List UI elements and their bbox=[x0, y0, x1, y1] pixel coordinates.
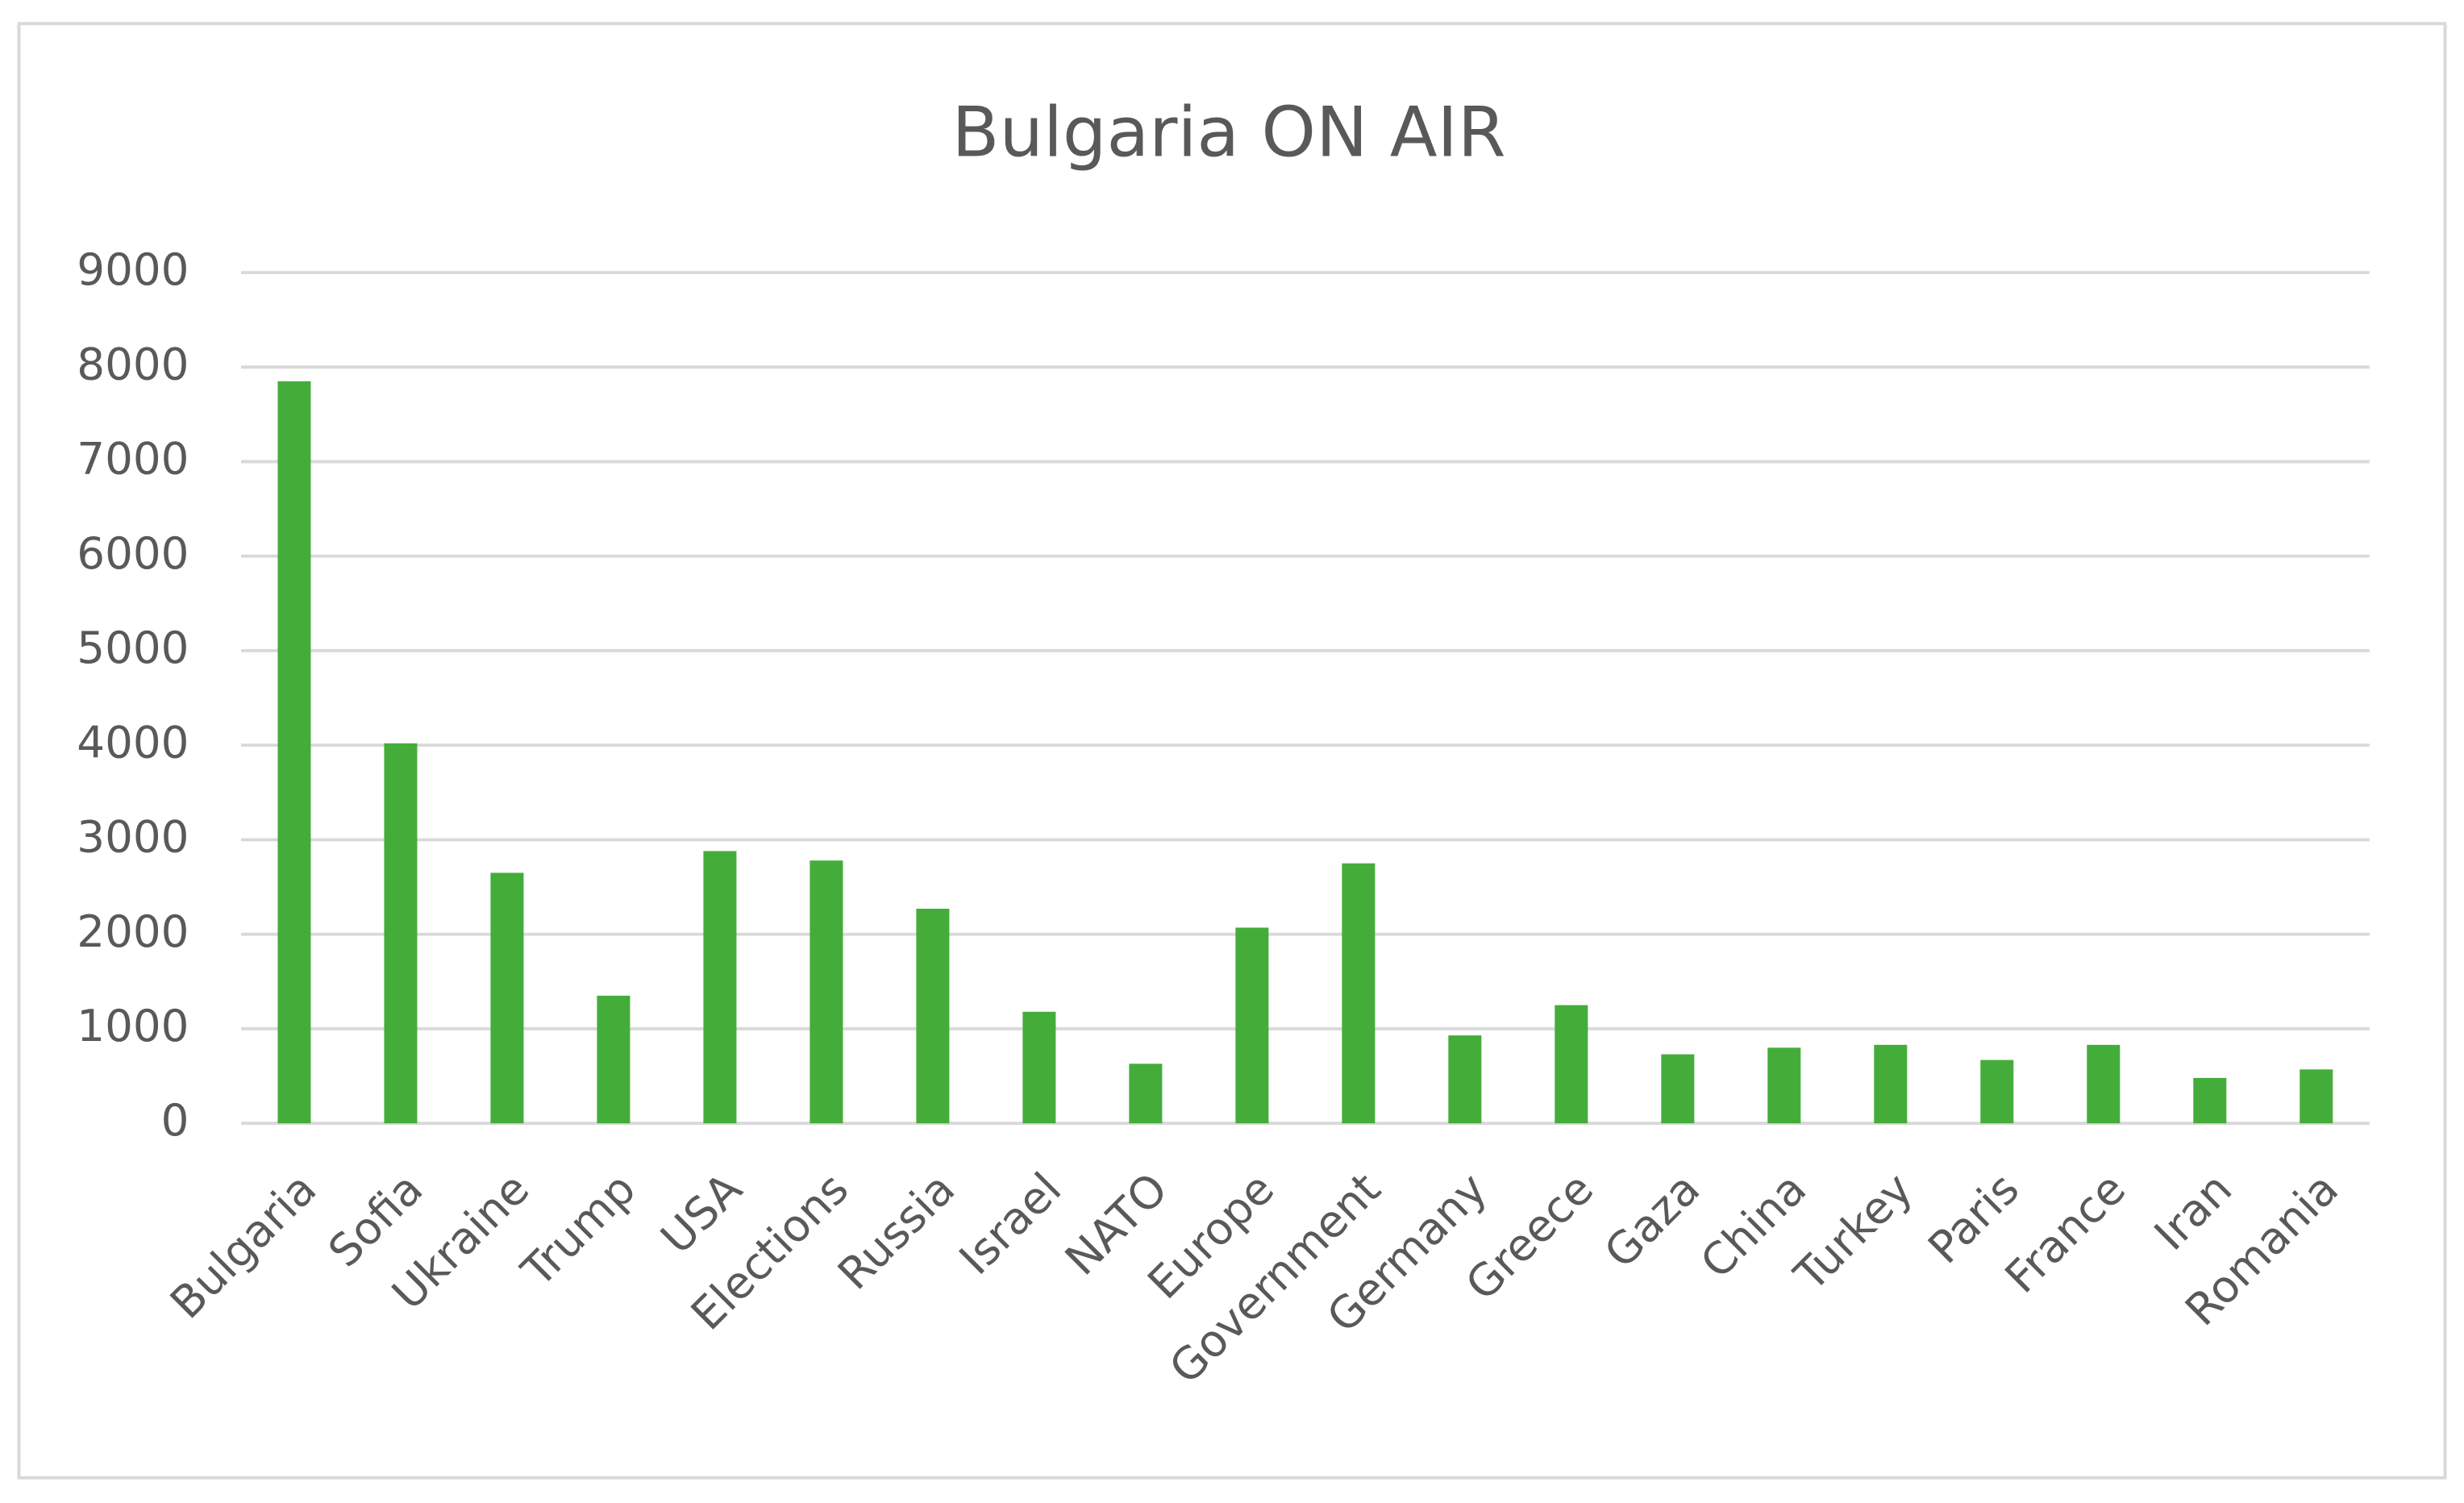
y-tick-label: 2000 bbox=[77, 906, 189, 957]
bar bbox=[1555, 1005, 1588, 1124]
bar bbox=[703, 851, 737, 1124]
bar bbox=[1448, 1035, 1482, 1124]
y-tick-label: 5000 bbox=[77, 622, 189, 673]
bar bbox=[490, 872, 524, 1124]
bar bbox=[384, 743, 418, 1124]
y-tick-label: 7000 bbox=[77, 433, 189, 485]
chart-frame bbox=[17, 22, 2447, 1480]
bar bbox=[1022, 1011, 1056, 1124]
y-tick-label: 4000 bbox=[77, 716, 189, 768]
bar bbox=[916, 908, 950, 1124]
bar bbox=[277, 381, 311, 1124]
bar bbox=[1129, 1064, 1163, 1124]
bar bbox=[1980, 1060, 2014, 1124]
bar bbox=[1342, 863, 1376, 1124]
bar bbox=[1874, 1044, 1908, 1124]
bar bbox=[2087, 1044, 2121, 1124]
y-tick-label: 6000 bbox=[77, 527, 189, 579]
y-tick-label: 0 bbox=[161, 1094, 189, 1146]
chart-title: Bulgaria ON AIR bbox=[952, 92, 1506, 173]
bar bbox=[2193, 1077, 2227, 1124]
y-tick-label: 3000 bbox=[77, 811, 189, 863]
bar bbox=[597, 995, 631, 1124]
y-tick-label: 9000 bbox=[77, 244, 189, 295]
bar bbox=[1235, 927, 1269, 1124]
bar bbox=[2300, 1069, 2333, 1124]
bar bbox=[1661, 1054, 1695, 1124]
y-tick-label: 8000 bbox=[77, 338, 189, 389]
bar bbox=[810, 860, 843, 1124]
y-tick-label: 1000 bbox=[77, 1000, 189, 1051]
bar bbox=[1767, 1047, 1801, 1124]
